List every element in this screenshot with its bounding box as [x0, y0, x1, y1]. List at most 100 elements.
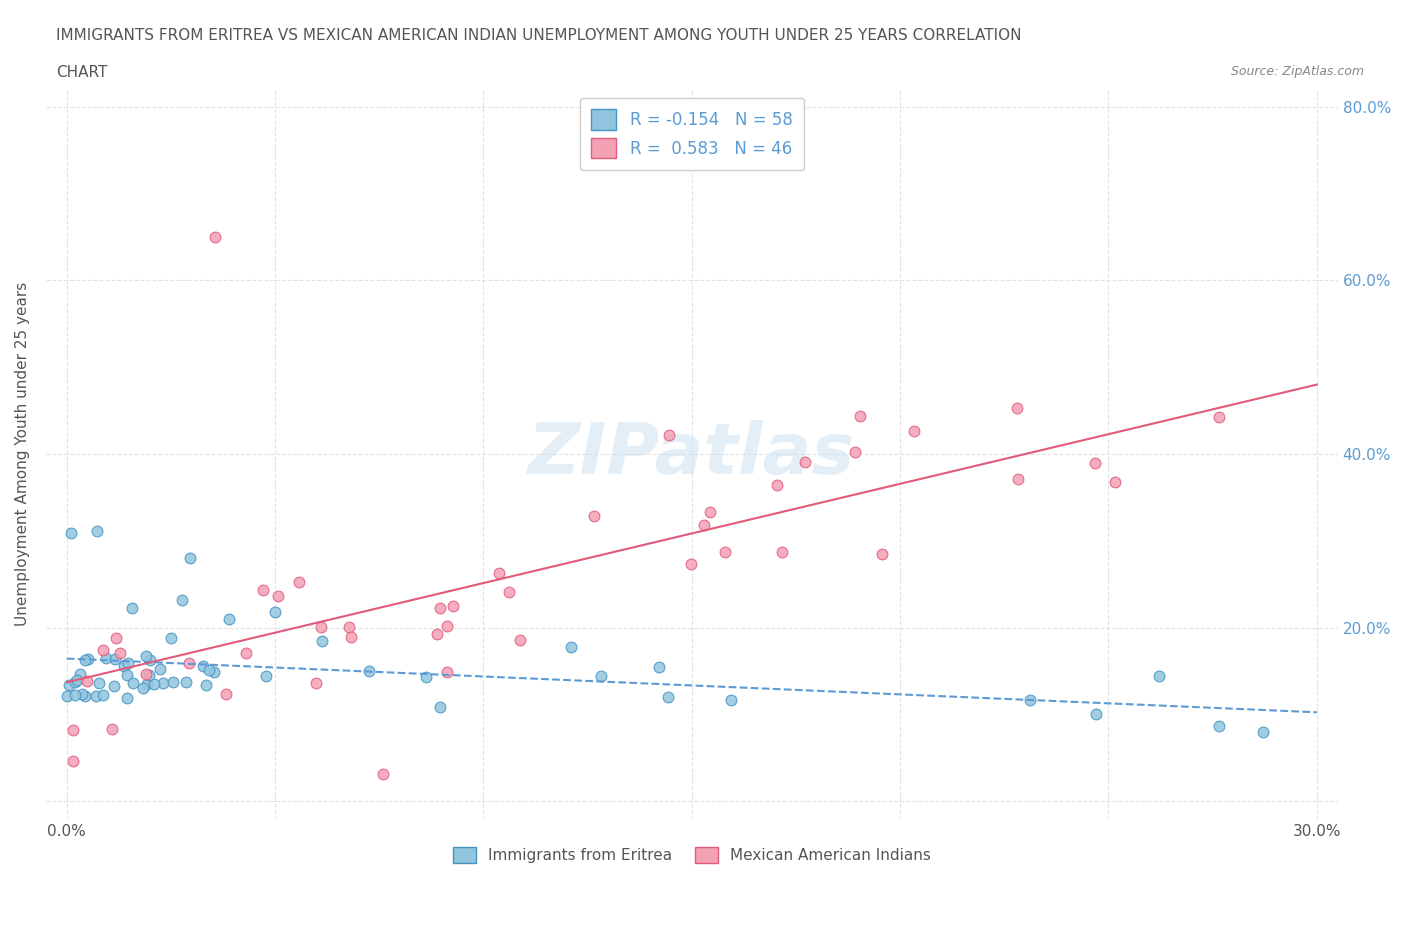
Point [160, 631, 183, 645]
Point [202, 665, 225, 680]
Point [63, 687, 86, 702]
Y-axis label: Unemployment Among Youth under 25 years: Unemployment Among Youth under 25 years [15, 282, 30, 626]
Point [91, 688, 114, 703]
Point [426, 627, 449, 642]
Point [254, 668, 277, 683]
Point [59, 526, 82, 541]
Point [94, 651, 117, 666]
Point [135, 648, 157, 663]
Point [436, 618, 458, 633]
Point [70, 686, 93, 701]
Point [177, 656, 200, 671]
Point [198, 662, 221, 677]
Point [699, 505, 721, 520]
Point [509, 633, 531, 648]
Point [84, 689, 107, 704]
Point [101, 722, 124, 737]
Point [62, 754, 84, 769]
Point [66, 672, 89, 687]
Text: ZIPatlas: ZIPatlas [529, 419, 855, 488]
Point [76, 673, 98, 688]
Text: Source: ZipAtlas.com: Source: ZipAtlas.com [1230, 65, 1364, 78]
Point [108, 645, 131, 660]
Point [267, 588, 290, 603]
Point [77, 652, 100, 667]
Point [1208, 409, 1230, 424]
Point [264, 604, 287, 619]
Point [69, 667, 91, 682]
Point [117, 656, 139, 671]
Point [121, 601, 143, 616]
Point [162, 674, 184, 689]
Point [1208, 718, 1230, 733]
Point [770, 544, 793, 559]
Point [720, 693, 742, 708]
Point [132, 680, 155, 695]
Point [373, 766, 395, 781]
Point [1084, 455, 1107, 470]
Point [657, 690, 679, 705]
Point [844, 445, 866, 459]
Point [87, 676, 110, 691]
Point [1251, 725, 1274, 740]
Point [58, 677, 80, 692]
Point [648, 659, 671, 674]
Point [337, 619, 360, 634]
Point [340, 630, 363, 644]
Point [589, 669, 612, 684]
Point [357, 663, 380, 678]
Text: IMMIGRANTS FROM ERITREA VS MEXICAN AMERICAN INDIAN UNEMPLOYMENT AMONG YOUTH UNDE: IMMIGRANTS FROM ERITREA VS MEXICAN AMERI… [56, 28, 1022, 43]
Point [149, 661, 172, 676]
Point [1007, 472, 1029, 486]
Point [135, 666, 157, 681]
Legend: Immigrants from Eritrea, Mexican American Indians: Immigrants from Eritrea, Mexican America… [447, 842, 936, 870]
Point [681, 556, 703, 571]
Point [75, 689, 97, 704]
Point [191, 658, 214, 673]
Point [304, 676, 326, 691]
Point [56, 688, 79, 703]
Point [112, 658, 135, 673]
Point [794, 455, 817, 470]
Point [86, 524, 108, 538]
Point [311, 633, 333, 648]
Point [693, 517, 716, 532]
Point [1085, 707, 1108, 722]
Point [658, 427, 681, 442]
Point [498, 584, 520, 599]
Point [415, 670, 437, 684]
Point [1005, 400, 1028, 415]
Point [62, 723, 84, 737]
Point [441, 599, 464, 614]
Point [115, 691, 138, 706]
Point [115, 668, 138, 683]
Point [235, 645, 257, 660]
Point [1147, 669, 1170, 684]
Point [174, 674, 197, 689]
Point [1104, 474, 1126, 489]
Point [560, 640, 582, 655]
Point [872, 547, 894, 562]
Point [1018, 693, 1040, 708]
Point [429, 700, 451, 715]
Point [583, 508, 606, 523]
Point [311, 619, 333, 634]
Point [429, 600, 451, 615]
Point [152, 675, 174, 690]
Point [136, 677, 159, 692]
Point [903, 423, 925, 438]
Text: CHART: CHART [56, 65, 108, 80]
Point [849, 408, 872, 423]
Point [143, 677, 166, 692]
Point [488, 565, 510, 580]
Point [215, 686, 238, 701]
Point [170, 592, 193, 607]
Point [436, 665, 458, 680]
Point [139, 653, 162, 668]
Point [713, 544, 735, 559]
Point [63, 674, 86, 689]
Point [104, 652, 127, 667]
Point [195, 678, 218, 693]
Point [122, 675, 145, 690]
Point [104, 631, 127, 645]
